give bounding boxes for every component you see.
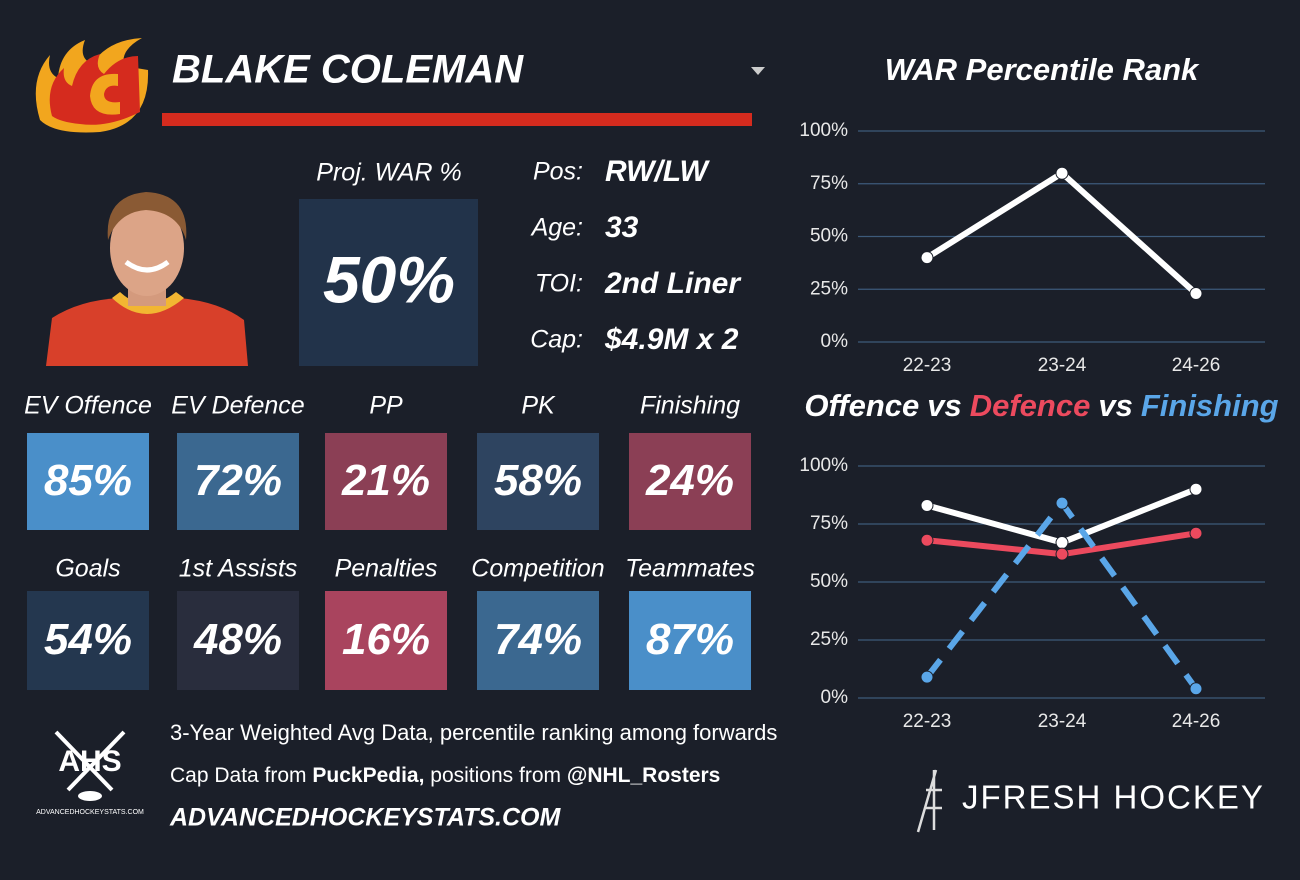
tile-value: 16% — [342, 615, 430, 664]
data-point — [1189, 482, 1203, 496]
y-tick-label: 100% — [799, 455, 848, 476]
footer-line: 3-Year Weighted Avg Data, percentile ran… — [170, 720, 777, 745]
tile-label: Penalties — [335, 555, 438, 583]
y-tick-label: 0% — [821, 331, 849, 352]
ahs-logo-caption: ADVANCEDHOCKEYSTATS.COM — [36, 809, 144, 816]
tile-label: Finishing — [640, 392, 740, 420]
tile-value: 21% — [341, 456, 430, 505]
y-tick-label: 100% — [799, 120, 848, 141]
brand-name: JFRESH HOCKEY — [962, 779, 1265, 816]
x-tick-label: 22-23 — [903, 711, 952, 732]
tile — [477, 433, 599, 530]
brand-mark — [916, 769, 942, 833]
tile-label: EV Defence — [171, 392, 304, 420]
tile-value: 87% — [646, 615, 734, 664]
legend-entry: Offence — [804, 388, 919, 423]
projection-label: Proj. WAR % — [316, 159, 461, 187]
title-separator: vs — [1098, 388, 1132, 423]
tile-value: 54% — [44, 615, 132, 664]
tile-label: Competition — [471, 555, 604, 583]
x-tick-label: 24-26 — [1172, 355, 1221, 376]
tile-value: 85% — [44, 456, 132, 505]
data-point — [1055, 536, 1069, 550]
ahs-logo: AHS ADVANCEDHOCKEYSTATS.COM — [36, 730, 144, 816]
footer-source[interactable]: @NHL_Rosters — [567, 764, 721, 787]
data-point — [1189, 526, 1203, 540]
x-tick-label: 23-24 — [1038, 711, 1087, 732]
y-tick-label: 50% — [810, 571, 848, 592]
tile-label: 1st Assists — [179, 555, 298, 583]
footer-source[interactable]: PuckPedia, — [312, 764, 424, 787]
player-photo — [45, 190, 248, 366]
x-tick-label: 22-23 — [903, 355, 952, 376]
data-point — [920, 670, 934, 684]
tile-label: PK — [521, 392, 556, 420]
bio: Pos: RW/LW Age: 33 TOI: 2nd Liner Cap: $4.9M x … — [530, 155, 743, 356]
bio-value: 2nd Liner — [604, 267, 742, 300]
bio-label: Pos: — [533, 158, 583, 186]
y-tick-label: 25% — [810, 629, 848, 650]
chart: Offence vs Defence vs Finishing0%25%50%75%10… — [799, 388, 1278, 732]
bio-label: Age: — [530, 214, 583, 242]
bio-label: Cap: — [530, 326, 583, 354]
data-point — [1055, 166, 1069, 180]
y-tick-label: 75% — [810, 173, 848, 194]
tile-value: 48% — [193, 615, 282, 664]
chart: WAR Percentile Rank 0% 25% 50% 75% 100% 22-23 2… — [799, 52, 1265, 376]
x-tick-label: 23-24 — [1038, 355, 1087, 376]
data-point — [1055, 496, 1069, 510]
tile — [177, 433, 299, 530]
chart-title: WAR Percentile Rank — [885, 52, 1200, 87]
player-name: BLAKE COLEMAN — [172, 48, 524, 92]
ahs-logo-text: AHS — [58, 745, 121, 778]
chart-title: Offence vs Defence vs Finishing — [804, 388, 1278, 423]
tile — [27, 433, 149, 530]
data-point — [1189, 682, 1203, 696]
tile-label: Teammates — [625, 555, 755, 583]
projection-value: 50% — [323, 242, 455, 316]
data-point — [920, 533, 934, 547]
tile-label: Goals — [55, 555, 120, 583]
y-tick-label: 50% — [810, 226, 848, 247]
tile — [629, 591, 751, 690]
tile — [325, 433, 447, 530]
y-tick-label: 75% — [810, 513, 848, 534]
footer-site[interactable]: ADVANCEDHOCKEYSTATS.COM — [169, 804, 561, 832]
x-tick-label: 24-26 — [1172, 711, 1221, 732]
bio-value: 33 — [605, 211, 639, 244]
name-underline — [162, 113, 752, 126]
y-tick-label: 0% — [821, 687, 849, 708]
y-tick-label: 25% — [810, 278, 848, 299]
bio-value: RW/LW — [605, 155, 710, 188]
data-point — [920, 251, 934, 265]
data-point — [1189, 286, 1203, 300]
tile — [325, 591, 447, 690]
tile — [177, 591, 299, 690]
projection-box — [299, 199, 478, 366]
footer-line: Cap Data from PuckPedia, positions from … — [170, 764, 720, 787]
tile-value: 58% — [494, 456, 582, 505]
bio-label: TOI: — [535, 270, 583, 298]
footer-text: positions from — [424, 764, 566, 787]
tile-label: EV Offence — [24, 392, 152, 420]
team-logo — [35, 38, 149, 133]
data-point — [1055, 547, 1069, 561]
data-point — [920, 498, 934, 512]
legend-entry: Defence — [970, 388, 1091, 423]
tile-value: 24% — [645, 456, 734, 505]
bio-value: $4.9M x 2 — [604, 323, 739, 356]
title-separator: vs — [927, 388, 961, 423]
tile — [27, 591, 149, 690]
legend-entry: Finishing — [1141, 388, 1279, 423]
tile — [477, 591, 599, 690]
footer-text: Cap Data from — [170, 764, 312, 787]
tile-value: 72% — [194, 456, 282, 505]
tile-label: PP — [369, 392, 403, 420]
tile — [629, 433, 751, 530]
tiles: EV Offence 85% EV Defence 72% PP 21% PK 58% Fini… — [24, 392, 755, 690]
dropdown-arrow[interactable] — [751, 67, 765, 75]
tile-value: 74% — [494, 615, 582, 664]
